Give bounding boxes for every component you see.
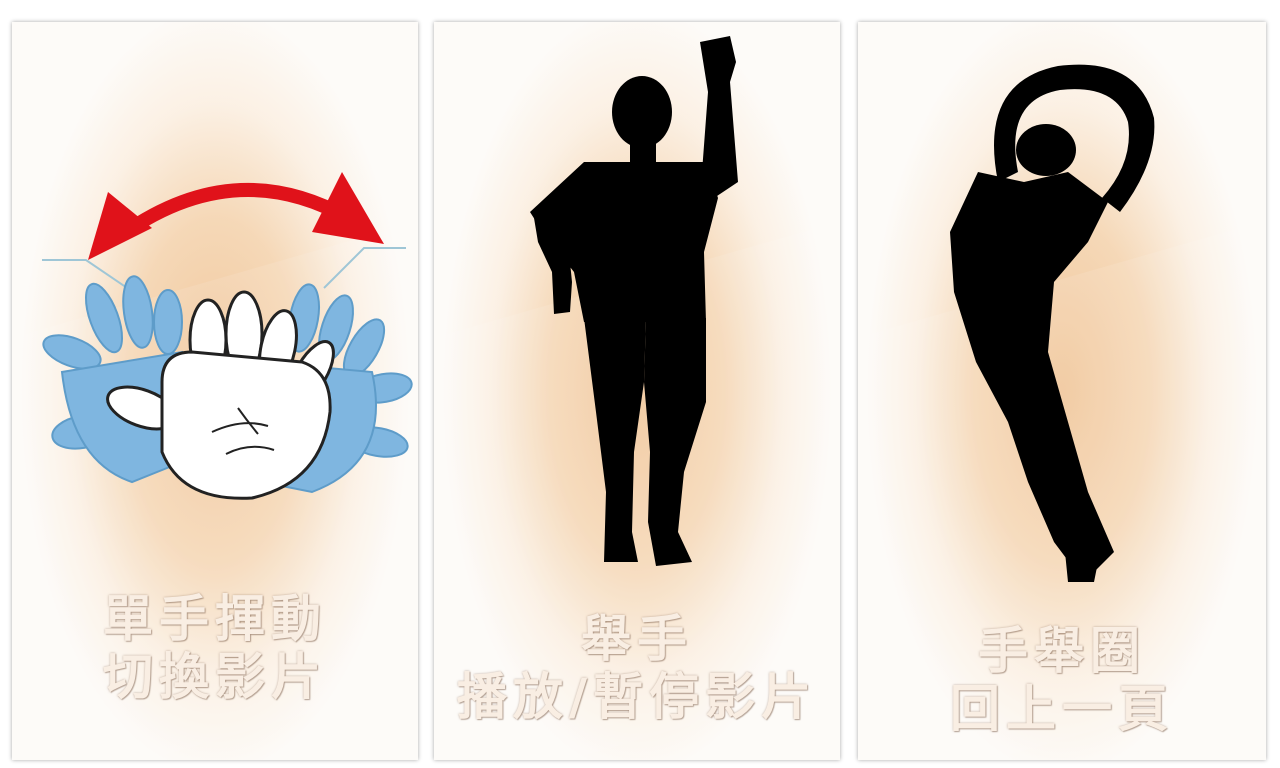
- raised-fist-silhouette-icon: [530, 36, 738, 566]
- guide-line-left: [42, 259, 137, 295]
- white-glove-hand: [106, 290, 335, 500]
- hand-wave-icon: [42, 172, 413, 500]
- arms-circle-silhouette-icon: [950, 64, 1155, 582]
- dancer-silhouette: [950, 64, 1155, 582]
- arrow-head-right: [312, 172, 384, 244]
- double-arrow-icon: [113, 183, 355, 243]
- hand-creases: [211, 407, 275, 455]
- person-silhouette: [530, 36, 738, 566]
- hand-motion-blur-left: [42, 275, 183, 484]
- caption-line-1: 舉手: [581, 609, 693, 668]
- gesture-card-wave: 單手揮動 切換影片: [12, 22, 418, 760]
- caption-line-1: 單手揮動: [103, 589, 327, 648]
- caption-line-1: 手舉圈: [978, 621, 1146, 680]
- guide-line-right: [323, 247, 406, 289]
- caption-line-2: 播放/暫停影片: [456, 666, 818, 726]
- caption-line-2: 切換影片: [103, 646, 327, 706]
- caption-line-2: 回上一頁: [950, 678, 1174, 738]
- gesture-caption: 手舉圈 回上一頁: [858, 622, 1266, 737]
- arrow-head-left: [88, 192, 152, 260]
- gesture-caption: 舉手 播放/暫停影片: [434, 610, 840, 725]
- gesture-caption: 單手揮動 切換影片: [12, 590, 418, 705]
- gesture-card-raise-hand: 舉手 播放/暫停影片: [434, 22, 840, 760]
- gesture-card-arms-circle: 手舉圈 回上一頁: [858, 22, 1266, 760]
